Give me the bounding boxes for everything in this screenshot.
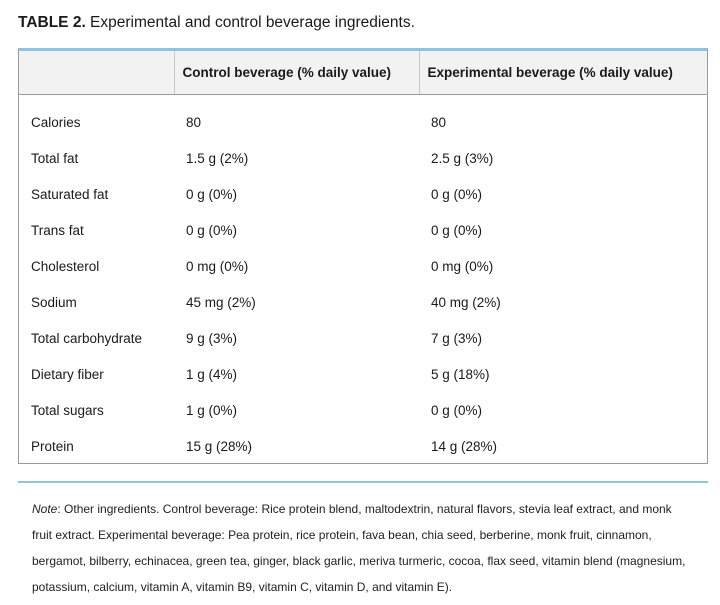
note-divider (18, 481, 708, 483)
table-row: Protein 15 g (28%) 14 g (28%) (19, 429, 707, 465)
control-value: 1 g (4%) (186, 367, 238, 382)
table-row: Total carbohydrate 9 g (3%) 7 g (3%) (19, 321, 707, 357)
experimental-value: 40 mg (2%) (431, 295, 501, 310)
table-row: Trans fat 0 g (0%) 0 g (0%) (19, 213, 707, 249)
row-label: Total fat (31, 151, 79, 166)
experimental-value: 2.5 g (3%) (431, 151, 494, 166)
row-label: Sodium (31, 295, 77, 310)
control-value: 80 (186, 115, 202, 130)
experimental-value: 0 g (0%) (431, 187, 483, 202)
header-cell-empty (19, 51, 174, 95)
row-label: Protein (31, 439, 74, 454)
experimental-value: 80 (431, 115, 447, 130)
row-label: Saturated fat (31, 187, 109, 202)
row-label: Total sugars (31, 403, 104, 418)
table-label: TABLE 2. (18, 14, 86, 31)
control-value: 1.5 g (2%) (186, 151, 249, 166)
note-text: : Other ingredients. Control beverage: R… (32, 502, 686, 594)
control-value: 15 g (28%) (186, 439, 253, 454)
table-row: Saturated fat 0 g (0%) 0 g (0%) (19, 177, 707, 213)
table-note: Note: Other ingredients. Control beverag… (32, 496, 692, 600)
experimental-value: 0 g (0%) (431, 223, 483, 238)
header-cell-experimental: Experimental beverage (% daily value) (418, 51, 707, 95)
ingredients-table: Control beverage (% daily value) Experim… (19, 51, 707, 465)
table-header-row: Control beverage (% daily value) Experim… (19, 51, 707, 95)
experimental-value: 0 g (0%) (431, 403, 483, 418)
row-label: Total carbohydrate (31, 331, 143, 346)
ingredients-table-container: Control beverage (% daily value) Experim… (18, 48, 708, 464)
control-value: 0 g (0%) (186, 223, 238, 238)
row-label: Cholesterol (31, 259, 100, 274)
control-value: 9 g (3%) (186, 331, 238, 346)
row-label: Calories (31, 115, 81, 130)
control-value: 1 g (0%) (186, 403, 238, 418)
table-row: Sodium 45 mg (2%) 40 mg (2%) (19, 285, 707, 321)
experimental-value: 0 mg (0%) (431, 259, 494, 274)
experimental-value: 14 g (28%) (431, 439, 498, 454)
table-title: Experimental and control beverage ingred… (85, 14, 415, 31)
table-row: Calories 80 80 (19, 94, 707, 141)
table-row: Total sugars 1 g (0%) 0 g (0%) (19, 393, 707, 429)
table-caption: TABLE 2. Experimental and control bevera… (18, 12, 415, 34)
experimental-value: 5 g (18%) (431, 367, 490, 382)
control-value: 0 g (0%) (186, 187, 238, 202)
header-cell-control: Control beverage (% daily value) (173, 51, 419, 95)
control-value: 0 mg (0%) (186, 259, 249, 274)
note-label: Note (32, 502, 58, 516)
experimental-value: 7 g (3%) (431, 331, 483, 346)
table-row: Dietary fiber 1 g (4%) 5 g (18%) (19, 357, 707, 393)
control-value: 45 mg (2%) (186, 295, 256, 310)
row-label: Dietary fiber (31, 367, 104, 382)
table-row: Cholesterol 0 mg (0%) 0 mg (0%) (19, 249, 707, 285)
row-label: Trans fat (31, 223, 84, 238)
table-row: Total fat 1.5 g (2%) 2.5 g (3%) (19, 141, 707, 177)
